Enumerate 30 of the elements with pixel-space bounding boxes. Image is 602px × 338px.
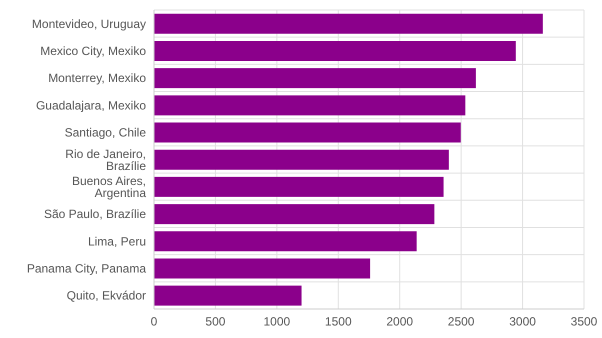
y-tick-label: Panama City, Panama [26, 261, 146, 276]
x-tick-label: 3500 [570, 314, 598, 329]
bar [154, 68, 476, 88]
y-tick-label: Buenos Aires, Argentina [72, 174, 146, 200]
y-tick-label: Montevideo, Uruguay [32, 16, 146, 31]
x-tick-label: 1500 [324, 314, 352, 329]
bar [154, 40, 516, 61]
bar [154, 122, 461, 143]
y-tick-label: Mexico City, Mexiko [40, 44, 146, 58]
x-tick-label: 500 [205, 314, 226, 329]
y-tick-label: Quito, Ekvádor [66, 288, 146, 303]
x-tick-label: 1000 [264, 314, 291, 329]
y-tick-label: Santiago, Chile [64, 126, 146, 140]
bar [154, 231, 417, 252]
y-tick-label: Lima, Peru [88, 234, 146, 248]
x-tick-label: 2000 [386, 314, 414, 329]
bar [154, 258, 370, 278]
x-tick-label: 2500 [448, 314, 475, 329]
x-tick-label: 3000 [509, 314, 536, 329]
bar [154, 204, 434, 224]
bar [154, 176, 444, 197]
y-tick-label: Guadalajara, Mexiko [36, 98, 146, 112]
bar [154, 150, 449, 170]
y-tick-label: Monterrey, Mexiko [48, 71, 146, 86]
y-tick-label: Rio de Janeiro, Brazílie [65, 146, 146, 173]
bar [154, 95, 466, 116]
y-tick-label: São Paulo, Brazílie [44, 207, 146, 222]
bar [154, 286, 302, 306]
x-tick-label: 0 [150, 314, 158, 329]
bar [154, 14, 543, 34]
